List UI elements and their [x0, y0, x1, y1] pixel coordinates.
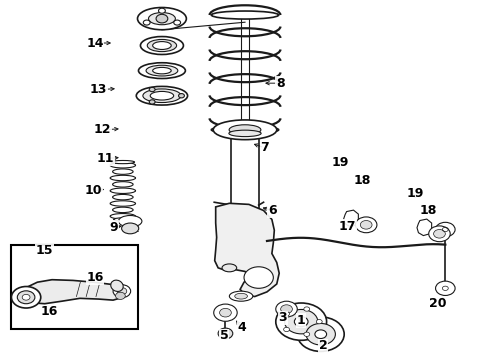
Circle shape [306, 323, 335, 345]
Ellipse shape [139, 63, 185, 78]
Text: 16: 16 [86, 271, 104, 284]
Ellipse shape [147, 40, 176, 51]
Text: 13: 13 [90, 83, 107, 96]
Circle shape [429, 226, 450, 242]
Circle shape [436, 281, 455, 296]
Text: 10: 10 [85, 184, 102, 197]
Ellipse shape [110, 213, 136, 219]
Ellipse shape [113, 207, 133, 213]
Text: 12: 12 [94, 123, 111, 136]
Text: 1: 1 [297, 314, 306, 327]
Text: 18: 18 [419, 204, 437, 217]
Ellipse shape [136, 86, 188, 105]
Ellipse shape [235, 293, 247, 299]
Ellipse shape [143, 89, 181, 103]
Ellipse shape [222, 264, 237, 272]
Text: 3: 3 [278, 311, 287, 324]
Circle shape [156, 14, 168, 23]
Bar [11, 244, 139, 329]
Circle shape [304, 332, 310, 337]
Ellipse shape [122, 223, 139, 234]
Circle shape [220, 309, 231, 317]
Circle shape [436, 222, 455, 237]
Polygon shape [215, 203, 279, 297]
Text: 19: 19 [406, 187, 424, 200]
Text: 19: 19 [332, 156, 349, 169]
Ellipse shape [148, 13, 175, 25]
Circle shape [214, 304, 237, 321]
Circle shape [159, 8, 165, 13]
Text: 2: 2 [319, 339, 327, 352]
Ellipse shape [211, 126, 279, 134]
Text: 20: 20 [429, 297, 447, 310]
Ellipse shape [141, 37, 183, 54]
Ellipse shape [146, 65, 178, 76]
Text: 11: 11 [97, 152, 115, 165]
Ellipse shape [211, 11, 279, 19]
Ellipse shape [111, 280, 123, 292]
Circle shape [281, 305, 293, 314]
Circle shape [317, 319, 322, 324]
Circle shape [149, 87, 155, 92]
Circle shape [297, 317, 344, 351]
Circle shape [294, 317, 308, 327]
Ellipse shape [113, 169, 133, 174]
Circle shape [355, 217, 377, 233]
Ellipse shape [153, 67, 171, 74]
Ellipse shape [229, 130, 261, 136]
Text: 17: 17 [339, 220, 356, 233]
Polygon shape [343, 210, 358, 226]
Circle shape [276, 303, 327, 340]
Circle shape [360, 221, 372, 229]
Ellipse shape [153, 41, 171, 49]
Text: 4: 4 [237, 321, 246, 334]
Ellipse shape [113, 194, 133, 200]
Polygon shape [19, 280, 127, 304]
Circle shape [113, 285, 131, 298]
Ellipse shape [111, 161, 135, 164]
Ellipse shape [110, 175, 136, 181]
Circle shape [304, 307, 310, 311]
Ellipse shape [229, 125, 261, 135]
Circle shape [17, 291, 35, 304]
Ellipse shape [110, 201, 136, 206]
Text: 7: 7 [260, 141, 269, 154]
Ellipse shape [138, 8, 186, 30]
Text: 16: 16 [41, 306, 58, 319]
Circle shape [218, 328, 233, 339]
Circle shape [143, 20, 150, 25]
Ellipse shape [213, 120, 277, 140]
Circle shape [22, 294, 30, 300]
Ellipse shape [113, 182, 133, 187]
Circle shape [276, 301, 297, 317]
Text: 18: 18 [354, 174, 371, 186]
Circle shape [178, 94, 184, 98]
Ellipse shape [114, 218, 132, 221]
Circle shape [11, 287, 41, 308]
Text: 15: 15 [36, 244, 53, 257]
Ellipse shape [110, 188, 136, 193]
Ellipse shape [229, 291, 253, 301]
Circle shape [149, 100, 155, 104]
Text: 9: 9 [110, 221, 119, 234]
Circle shape [284, 312, 290, 316]
Text: 8: 8 [276, 77, 285, 90]
Circle shape [284, 327, 290, 332]
Ellipse shape [150, 91, 173, 100]
Text: 5: 5 [220, 329, 228, 342]
Circle shape [117, 288, 127, 295]
Circle shape [315, 330, 327, 338]
Circle shape [116, 292, 125, 300]
Ellipse shape [119, 216, 142, 227]
Circle shape [434, 229, 445, 238]
Ellipse shape [110, 163, 136, 168]
Circle shape [285, 310, 318, 334]
Text: 14: 14 [86, 36, 104, 50]
Circle shape [244, 267, 273, 288]
Text: 6: 6 [268, 204, 277, 217]
Circle shape [174, 20, 181, 25]
Polygon shape [417, 219, 432, 235]
